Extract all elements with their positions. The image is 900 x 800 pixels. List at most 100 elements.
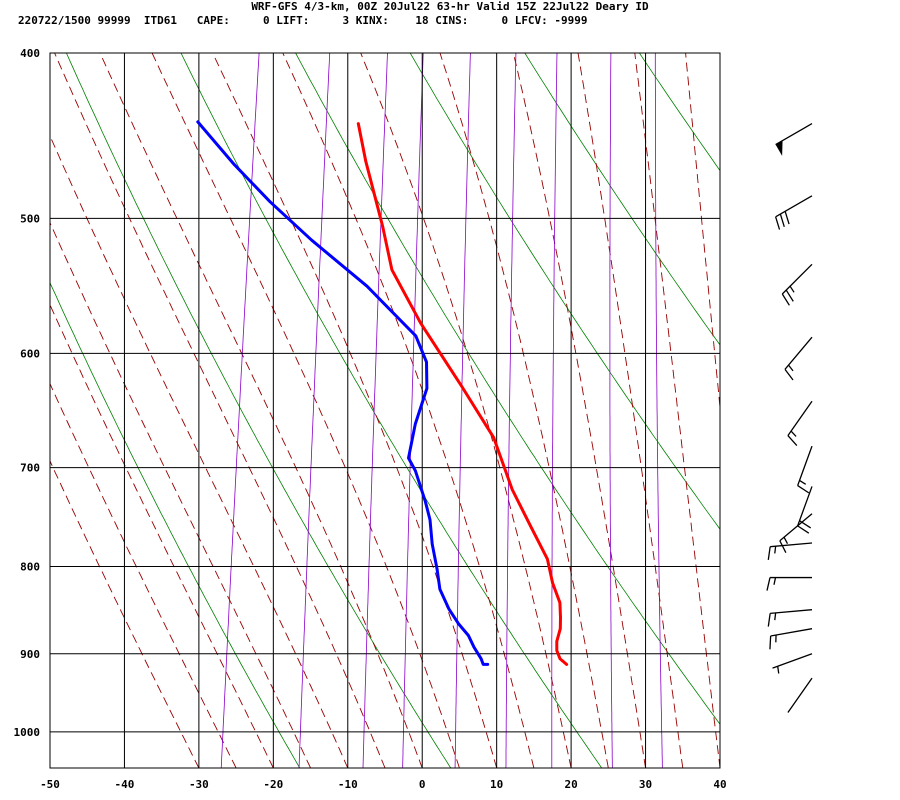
barb-shaft (772, 653, 813, 669)
mixing-ratio-line (220, 53, 260, 768)
barb-shaft (797, 486, 813, 527)
moist-adiabat (50, 221, 312, 768)
barb-full (797, 485, 810, 494)
moist-adiabat (212, 53, 498, 768)
barb-half (788, 364, 794, 372)
x-tick-label: 40 (713, 778, 726, 791)
barb-shaft (770, 542, 813, 548)
x-tick-label: -30 (189, 778, 209, 791)
x-tick-label: 10 (490, 778, 503, 791)
dry-adiabat (295, 53, 720, 725)
mixing-ratio-line (551, 53, 558, 768)
moist-adiabat (512, 53, 647, 768)
wind-barb (775, 123, 813, 156)
barb-shaft (797, 445, 813, 486)
dry-adiabat (66, 53, 452, 768)
temperature-profile (356, 122, 569, 666)
barb-full (784, 368, 794, 381)
chart-title: WRF-GFS 4/3-km, 00Z 20Jul22 63-hr Valid … (251, 0, 649, 13)
y-tick-label: 800 (20, 561, 40, 574)
barb-half (790, 430, 797, 437)
station-indices: 220722/1500 99999 ITD61 CAPE: 0 LIFT: 3 … (18, 14, 588, 27)
barb-shaft (787, 677, 813, 713)
barb-full (785, 289, 794, 302)
barb-full (767, 613, 771, 627)
y-tick-label: 400 (20, 47, 40, 60)
barb-half (773, 577, 777, 585)
barb-half (783, 536, 789, 544)
wind-barb (767, 609, 813, 627)
y-tick-label: 700 (20, 462, 40, 475)
series (196, 120, 569, 666)
wind-barb (787, 677, 813, 713)
x-tick-label: 0 (419, 778, 426, 791)
barb-shaft (784, 336, 813, 370)
barb-shaft (770, 609, 813, 615)
moist-adiabat (50, 382, 237, 768)
barb-full (799, 520, 812, 529)
moist-adiabat (99, 53, 423, 768)
header: WRF-GFS 4/3-km, 00Z 20Jul22 63-hr Valid … (0, 0, 900, 30)
wind-barb (769, 628, 813, 650)
barb-full (775, 216, 781, 230)
wind-barb (787, 400, 813, 446)
x-tick-label: -20 (263, 778, 283, 791)
plot-frame (49, 52, 721, 769)
mixing-ratio-line (402, 53, 424, 768)
wind-barb (775, 195, 813, 230)
wind-barb (781, 263, 813, 306)
mixing-ratio-line (362, 53, 388, 768)
moist-adiabat (282, 53, 535, 768)
barb-half (774, 546, 777, 554)
barb-half (774, 612, 777, 621)
barb-full (769, 635, 772, 650)
dewpoint-profile (196, 120, 490, 666)
barb-half (777, 666, 780, 674)
moist-adiabat (50, 303, 274, 768)
barb-full (767, 546, 771, 560)
wind-barbs (766, 123, 813, 713)
dry-adiabat (409, 53, 720, 530)
wind-barb (797, 486, 813, 534)
moist-adiabat (634, 53, 720, 768)
barb-shaft (787, 400, 813, 436)
barb-shaft (781, 263, 813, 295)
barb-full (787, 435, 798, 446)
mixing-ratio-line (298, 53, 331, 768)
dry-adiabat (869, 53, 900, 768)
moist-adiabat (50, 134, 349, 768)
wind-barb (766, 576, 812, 591)
y-tick-label: 900 (20, 648, 40, 661)
moist-adiabat (360, 53, 572, 768)
barb-shaft (775, 195, 813, 218)
x-tick-label: -10 (338, 778, 358, 791)
barb-flag (775, 140, 783, 156)
x-tick-label: 20 (564, 778, 577, 791)
moist-adiabat (685, 53, 720, 412)
barb-full (779, 213, 785, 227)
barb-full (779, 540, 787, 553)
barb-shaft (779, 513, 813, 542)
mixing-ratio-line (454, 53, 471, 768)
y-tick-label: 600 (20, 347, 40, 360)
wind-barb (797, 445, 813, 494)
dry-adiabat (50, 281, 301, 768)
background-lines (50, 53, 900, 768)
x-tick-label: -40 (115, 778, 135, 791)
y-tick-label: 1000 (14, 726, 41, 739)
barb-full (797, 525, 810, 534)
x-tick-label: -50 (40, 778, 60, 791)
x-tick-label: 30 (639, 778, 652, 791)
barb-shaft (770, 628, 813, 637)
wind-barb (767, 542, 813, 560)
wind-barb (784, 336, 813, 381)
dry-adiabat (754, 53, 900, 768)
mixing-ratio-line (654, 53, 663, 768)
moist-adiabat (151, 53, 460, 768)
barb-full (784, 211, 790, 225)
tick-labels: -50 -40 -30 -20 -10 0 10 20 30 40 400 500 600 700 800 9… (14, 47, 727, 791)
barb-half (789, 285, 795, 293)
moist-adiabat (54, 53, 386, 768)
wind-barb (779, 513, 813, 553)
